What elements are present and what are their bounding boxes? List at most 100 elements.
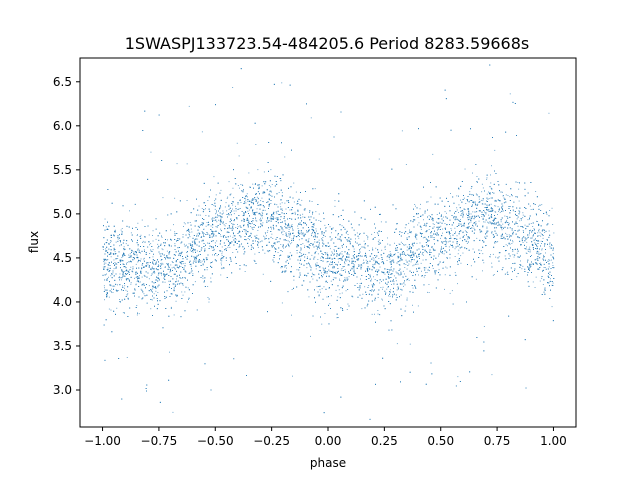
data-point bbox=[368, 268, 370, 270]
data-point bbox=[137, 248, 139, 250]
data-point bbox=[104, 218, 106, 220]
data-point bbox=[239, 235, 241, 236]
data-point bbox=[183, 226, 184, 227]
data-point bbox=[473, 227, 475, 229]
data-point bbox=[482, 270, 483, 272]
data-point bbox=[542, 270, 544, 272]
data-point bbox=[236, 142, 238, 144]
data-point bbox=[538, 205, 539, 207]
data-point bbox=[300, 249, 302, 251]
data-point bbox=[464, 168, 466, 170]
data-point bbox=[319, 248, 321, 249]
data-point bbox=[290, 243, 291, 245]
data-point bbox=[466, 231, 467, 233]
data-point bbox=[356, 232, 358, 234]
data-point bbox=[526, 241, 528, 243]
data-point bbox=[103, 261, 105, 262]
data-point bbox=[335, 289, 337, 291]
data-point bbox=[318, 213, 320, 215]
data-point bbox=[186, 251, 187, 253]
data-point bbox=[509, 206, 511, 207]
data-point bbox=[245, 206, 247, 208]
data-point bbox=[401, 130, 403, 132]
data-point bbox=[140, 258, 142, 260]
data-point bbox=[332, 266, 333, 268]
data-point bbox=[122, 312, 124, 314]
data-point bbox=[347, 303, 349, 305]
data-point bbox=[160, 264, 162, 266]
data-point bbox=[476, 237, 478, 239]
data-point bbox=[110, 309, 112, 311]
data-point bbox=[298, 233, 300, 235]
data-point bbox=[501, 229, 503, 231]
data-point bbox=[129, 255, 131, 257]
data-point bbox=[278, 192, 280, 193]
data-point bbox=[386, 288, 388, 290]
data-point bbox=[247, 238, 249, 239]
data-point bbox=[237, 185, 239, 186]
data-point bbox=[166, 263, 168, 265]
data-point bbox=[417, 217, 419, 218]
data-point bbox=[295, 191, 297, 193]
data-point bbox=[345, 280, 347, 282]
data-point bbox=[389, 261, 391, 263]
data-point bbox=[225, 223, 227, 224]
data-point bbox=[260, 204, 262, 206]
data-point bbox=[281, 202, 283, 204]
data-point bbox=[381, 281, 382, 282]
data-point bbox=[454, 216, 456, 217]
data-point bbox=[331, 232, 332, 234]
data-point bbox=[248, 209, 250, 211]
data-point bbox=[549, 210, 551, 211]
data-point bbox=[160, 263, 162, 265]
data-point bbox=[480, 250, 482, 252]
data-point bbox=[482, 217, 484, 219]
data-point bbox=[212, 261, 213, 263]
data-point bbox=[511, 243, 513, 244]
data-point bbox=[389, 271, 390, 273]
data-point bbox=[498, 256, 500, 258]
data-point bbox=[264, 232, 266, 234]
data-point bbox=[226, 197, 228, 199]
data-point bbox=[468, 227, 469, 228]
data-point bbox=[201, 236, 203, 237]
data-point bbox=[455, 217, 456, 219]
data-point bbox=[398, 272, 399, 274]
data-point bbox=[172, 411, 174, 413]
data-point bbox=[264, 236, 266, 238]
data-point bbox=[543, 254, 544, 256]
data-point bbox=[160, 259, 162, 261]
data-point bbox=[108, 308, 110, 310]
data-point bbox=[541, 277, 543, 279]
data-point bbox=[449, 257, 451, 259]
data-point bbox=[191, 240, 193, 242]
data-point bbox=[194, 257, 196, 258]
data-point bbox=[394, 242, 395, 244]
data-point bbox=[371, 278, 372, 280]
data-point bbox=[389, 295, 391, 297]
data-point bbox=[171, 261, 173, 262]
data-point bbox=[263, 171, 265, 173]
data-point bbox=[144, 236, 145, 238]
data-point bbox=[259, 219, 261, 221]
data-point bbox=[406, 297, 408, 299]
data-point bbox=[522, 230, 524, 231]
data-point bbox=[132, 271, 134, 273]
data-point bbox=[414, 204, 416, 205]
data-point bbox=[270, 186, 272, 188]
data-point bbox=[519, 220, 521, 222]
data-point bbox=[437, 232, 438, 234]
data-point bbox=[348, 264, 349, 265]
data-point bbox=[210, 262, 212, 264]
data-point bbox=[138, 260, 139, 262]
data-point bbox=[280, 206, 282, 208]
data-point bbox=[244, 230, 246, 232]
data-point bbox=[428, 215, 430, 217]
data-point bbox=[360, 248, 361, 250]
data-point bbox=[538, 251, 540, 253]
data-point bbox=[259, 213, 261, 215]
data-point bbox=[463, 213, 464, 215]
data-point bbox=[232, 226, 234, 227]
data-point bbox=[143, 274, 145, 276]
